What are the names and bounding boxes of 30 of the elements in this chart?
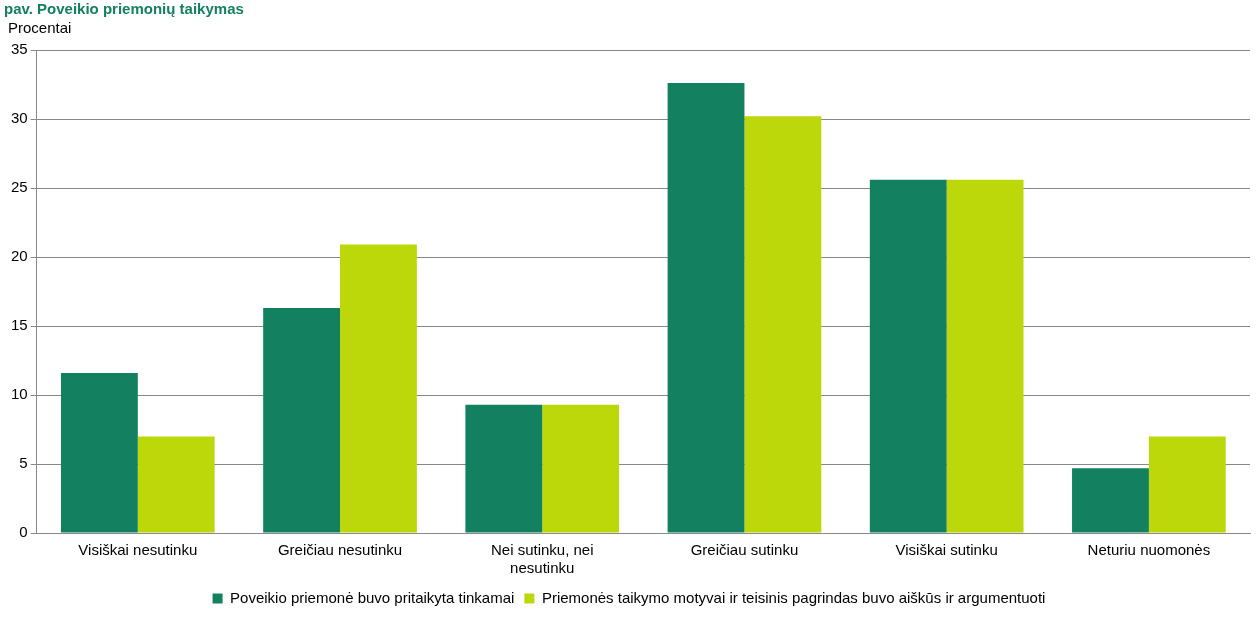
y-tick-label: 25 (11, 178, 28, 196)
legend-label: Poveikio priemonė buvo pritaikyta tinkamai (230, 588, 515, 606)
bar (60, 372, 138, 533)
y-tick-label: 30 (11, 109, 28, 127)
bar (667, 83, 745, 533)
bar (946, 179, 1024, 533)
legend-label: Priemonės taikymo motyvai ir teisinis pagrindas buvo aiškūs ir argumentuoti (541, 588, 1046, 606)
y-tick-label: 20 (11, 247, 28, 265)
y-tick-label: 15 (11, 316, 28, 334)
x-tick-label: Nei sutinku, nei nesutinku (490, 541, 594, 577)
x-tick-label: Greičiau sutinku (690, 541, 799, 559)
x-tick-label: Visiškai nesutinku (78, 541, 198, 559)
chart-title: pav. Poveikio priemonių taikymas (3, 0, 245, 18)
bar (1072, 468, 1149, 533)
y-tick-label: 0 (19, 523, 28, 541)
y-tick-label: 5 (19, 454, 28, 472)
x-tick-label: Greičiau nesutinku (277, 541, 403, 559)
bar (465, 404, 543, 533)
bar (744, 116, 822, 533)
bar (542, 404, 620, 533)
bar (869, 179, 947, 533)
bar (340, 244, 417, 533)
y-tick-label: 10 (11, 385, 28, 403)
y-axis-title: Procentai (7, 18, 73, 38)
y-tick-label: 35 (11, 40, 28, 58)
bar (137, 436, 215, 533)
x-tick-label: Neturiu nuomonės (1087, 541, 1211, 559)
x-tick-label: Visiškai sutinku (895, 541, 998, 559)
bar (1148, 436, 1226, 533)
bar (263, 308, 341, 533)
